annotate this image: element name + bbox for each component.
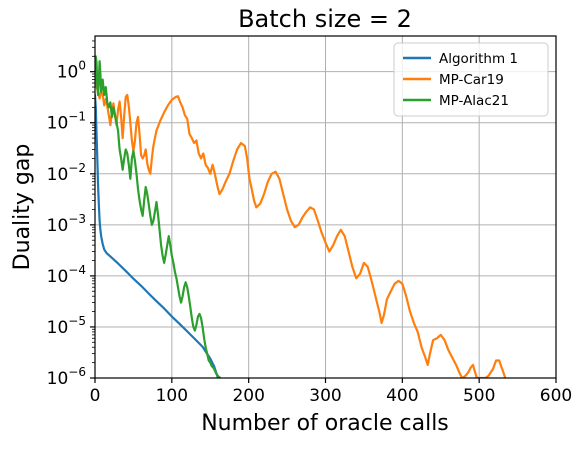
- y-tick-label: 100: [57, 59, 86, 83]
- legend-box: [393, 42, 549, 117]
- y-tick-base: 10: [47, 216, 69, 236]
- y-tick-exponent: −1: [68, 110, 86, 124]
- series-group: [95, 55, 507, 378]
- chart-title: Batch size = 2: [238, 5, 412, 33]
- y-tick-base: 10: [47, 318, 69, 338]
- x-tick-label: 100: [156, 386, 188, 406]
- y-tick-exponent: −3: [68, 212, 86, 226]
- x-tick-label: 200: [232, 386, 264, 406]
- x-tick-label: 0: [90, 386, 101, 406]
- y-tick-exponent: −5: [68, 314, 86, 328]
- series-line-2: [95, 72, 507, 378]
- y-tick-label: 10−1: [47, 110, 86, 134]
- x-tick-label: 300: [309, 386, 341, 406]
- y-tick-base: 10: [47, 369, 69, 389]
- y-tick-base: 10: [47, 267, 69, 287]
- x-axis-label: Number of oracle calls: [201, 411, 449, 436]
- x-tick-label: 500: [463, 386, 495, 406]
- y-tick-label: 10−4: [47, 263, 86, 287]
- y-tick-label: 10−5: [47, 314, 86, 338]
- x-axis-ticks: 0 100 200 300 400 500 600: [90, 378, 572, 406]
- y-tick-label: 10−2: [47, 161, 86, 185]
- y-tick-exponent: 0: [78, 59, 86, 73]
- y-tick-base: 10: [57, 63, 79, 83]
- y-tick-base: 10: [47, 114, 69, 134]
- y-tick-exponent: −4: [68, 263, 86, 277]
- series-line-1: [95, 93, 220, 378]
- legend-label: MP-Alac21: [439, 93, 509, 109]
- y-tick-label: 10−3: [47, 212, 86, 236]
- legend: Algorithm 1 MP-Car19 MP-Alac21: [393, 42, 549, 117]
- series-line-3: [95, 55, 222, 378]
- y-tick-base: 10: [47, 165, 69, 185]
- x-tick-label: 600: [540, 386, 572, 406]
- legend-label: Algorithm 1: [439, 51, 518, 67]
- x-tick-label: 400: [386, 386, 418, 406]
- y-tick-exponent: −2: [68, 161, 86, 175]
- y-axis-label: Duality gap: [10, 144, 35, 271]
- y-tick-exponent: −6: [68, 365, 86, 379]
- legend-label: MP-Car19: [439, 72, 504, 88]
- y-tick-label: 10−6: [47, 365, 86, 389]
